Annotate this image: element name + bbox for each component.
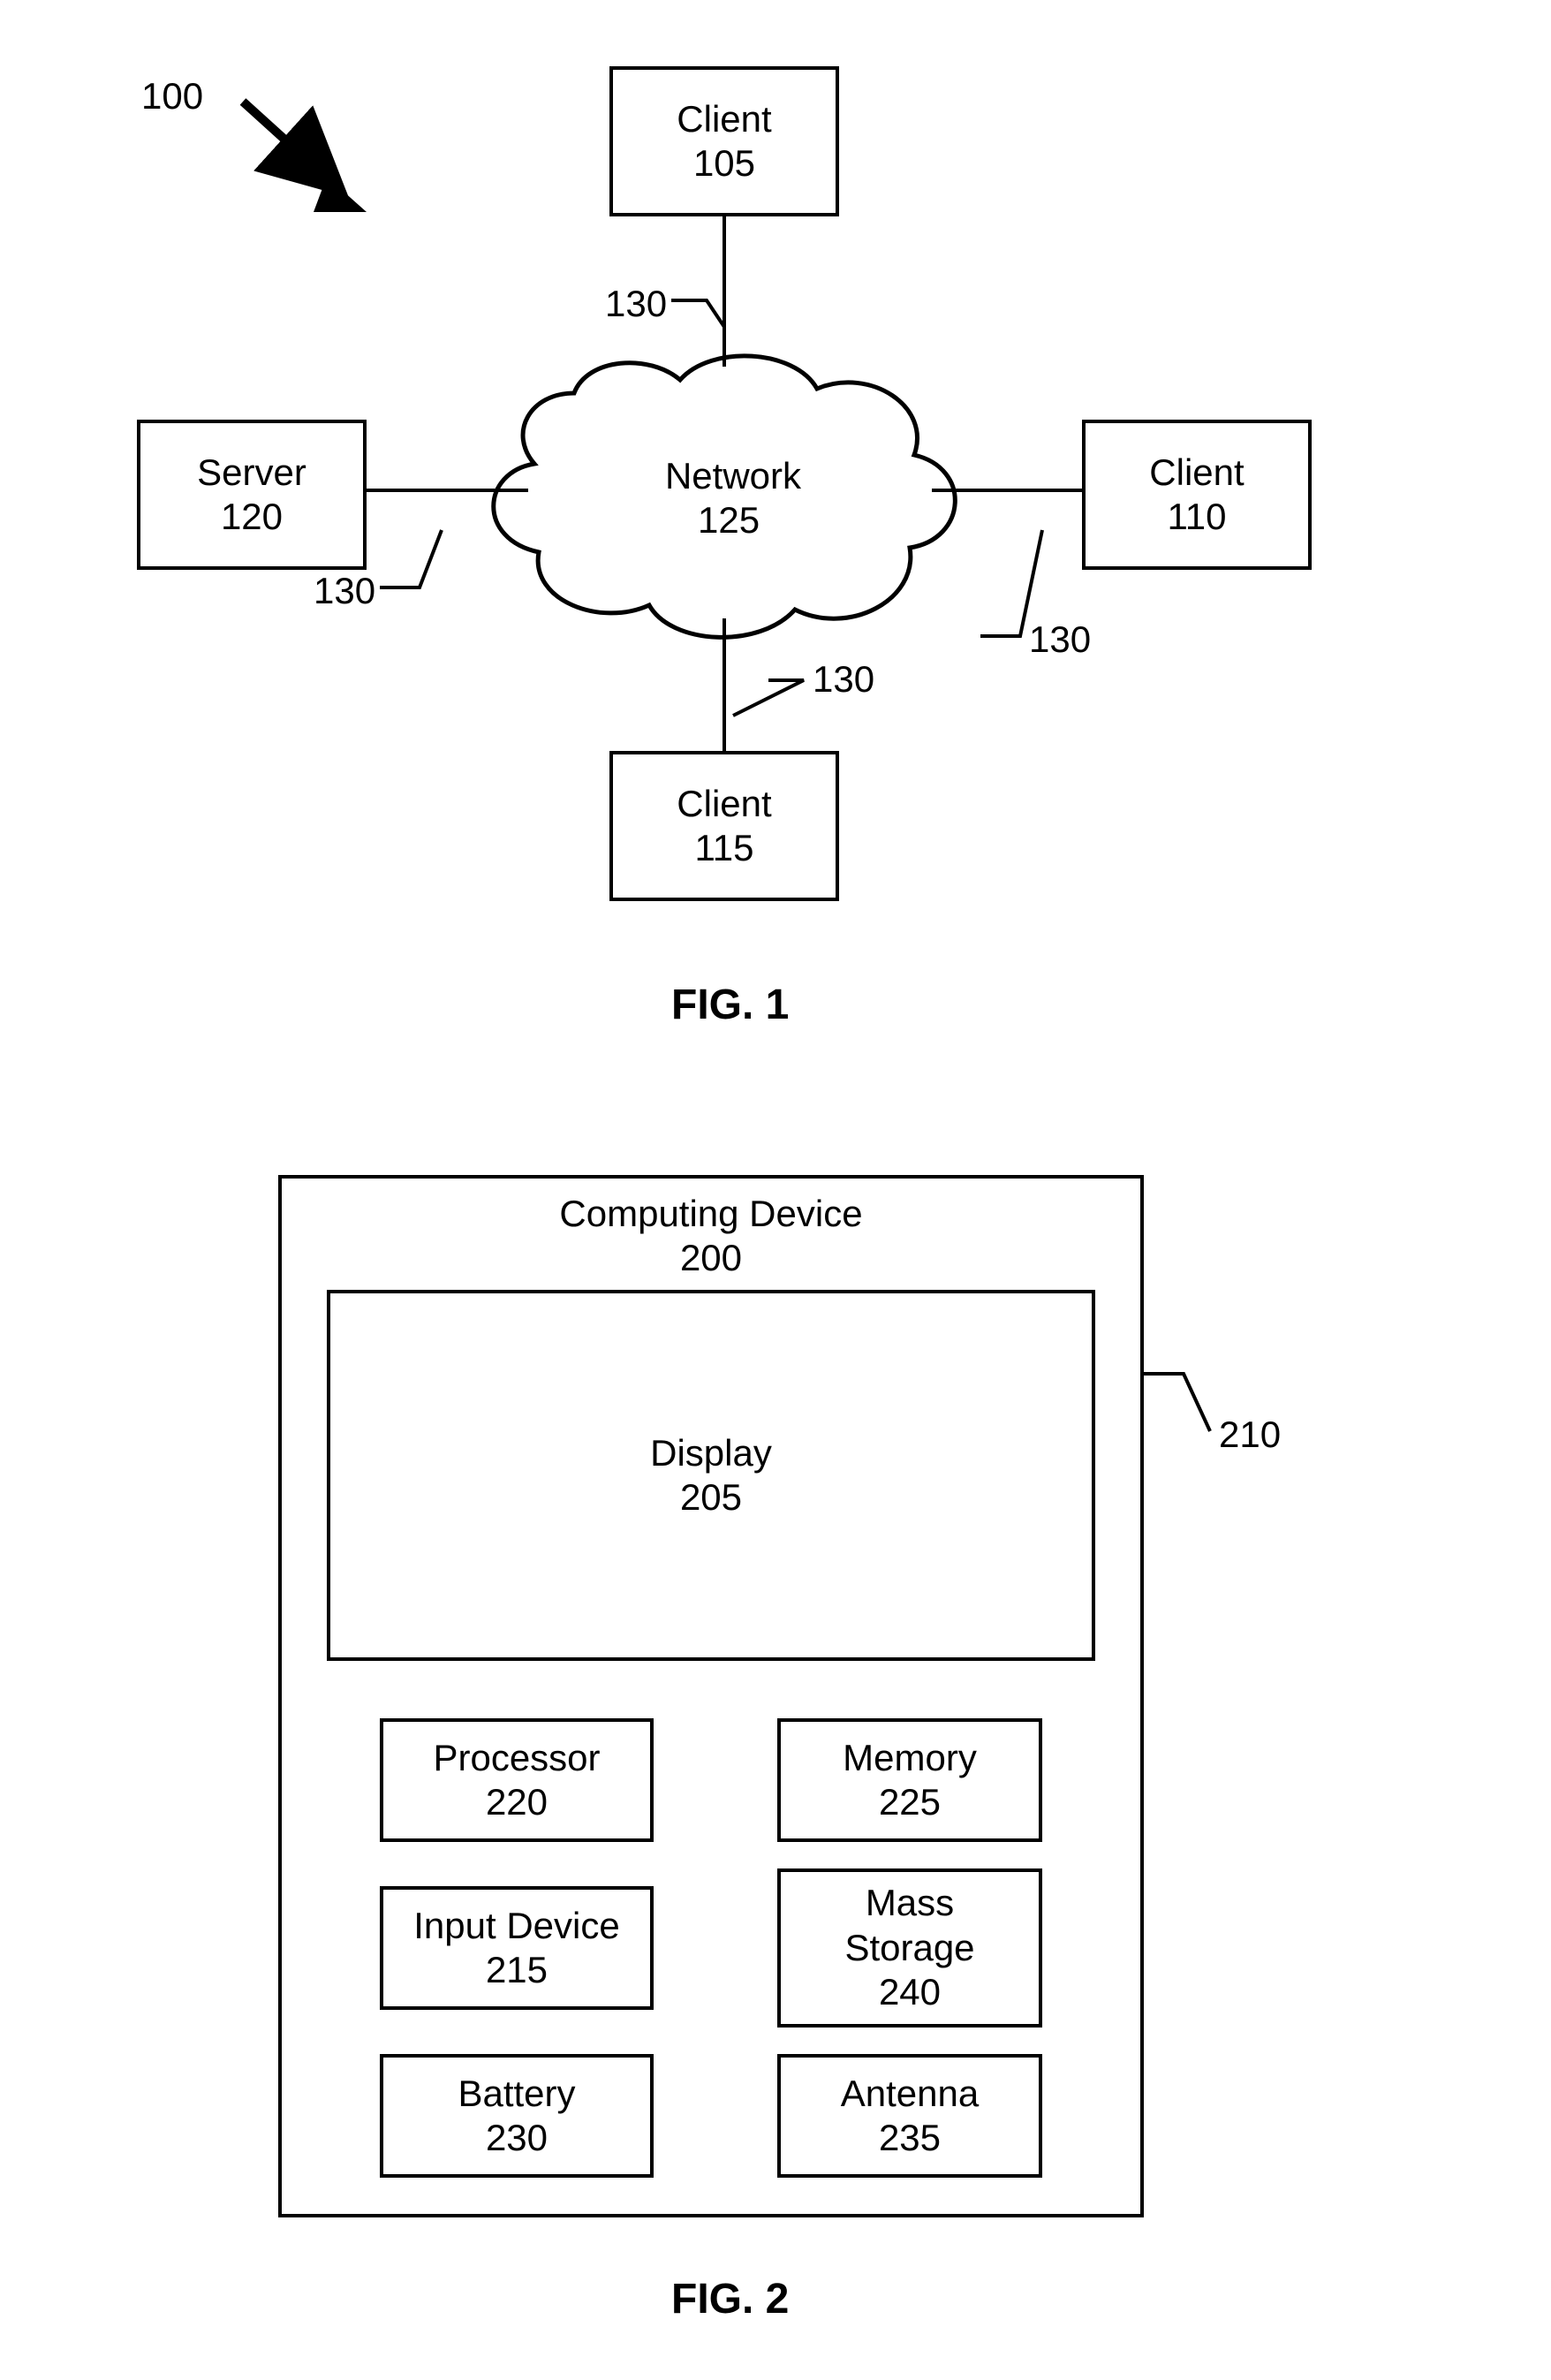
client-top-box: Client 105 [609, 66, 839, 216]
fig2-callout-label: 210 [1219, 1414, 1281, 1456]
server-num: 120 [221, 495, 283, 539]
client-bottom-label: Client [677, 782, 771, 826]
conn-label-left: 130 [314, 570, 375, 612]
client-right-box: Client 110 [1082, 420, 1312, 570]
antenna-label: Antenna [841, 2072, 979, 2116]
memory-label: Memory [843, 1736, 977, 1780]
fig2-title: FIG. 2 [671, 2275, 789, 2323]
battery-box: Battery 230 [380, 2054, 654, 2178]
mass-storage-num: 240 [879, 1970, 941, 2014]
client-bottom-box: Client 115 [609, 751, 839, 901]
client-right-label: Client [1149, 451, 1244, 495]
input-device-box: Input Device 215 [380, 1886, 654, 2010]
conn-label-right: 130 [1029, 618, 1091, 661]
battery-num: 230 [486, 2116, 548, 2160]
memory-num: 225 [879, 1780, 941, 1824]
input-device-label: Input Device [413, 1904, 619, 1948]
computing-device-num: 200 [680, 1236, 742, 1280]
antenna-box: Antenna 235 [777, 2054, 1042, 2178]
conn-label-top: 130 [605, 283, 667, 325]
client-top-num: 105 [693, 141, 755, 186]
conn-label-bottom: 130 [813, 658, 874, 701]
processor-num: 220 [486, 1780, 548, 1824]
input-device-num: 215 [486, 1948, 548, 1992]
server-label: Server [197, 451, 306, 495]
mass-storage-label2: Storage [844, 1926, 974, 1970]
mass-storage-label1: Mass [866, 1881, 954, 1925]
network-label: Network [662, 455, 804, 497]
network-num: 125 [698, 499, 760, 542]
client-bottom-num: 115 [695, 826, 754, 870]
antenna-num: 235 [879, 2116, 941, 2160]
fig1-ref-label: 100 [141, 75, 203, 117]
server-box: Server 120 [137, 420, 367, 570]
fig1-title: FIG. 1 [671, 981, 789, 1029]
processor-label: Processor [433, 1736, 600, 1780]
mass-storage-box: Mass Storage 240 [777, 1868, 1042, 2028]
display-box: Display 205 [327, 1290, 1095, 1661]
memory-box: Memory 225 [777, 1718, 1042, 1842]
display-label: Display [650, 1431, 772, 1475]
client-top-label: Client [677, 97, 771, 141]
computing-device-label: Computing Device [559, 1192, 862, 1236]
client-right-num: 110 [1168, 495, 1227, 539]
display-num: 205 [680, 1475, 742, 1520]
processor-box: Processor 220 [380, 1718, 654, 1842]
battery-label: Battery [458, 2072, 575, 2116]
